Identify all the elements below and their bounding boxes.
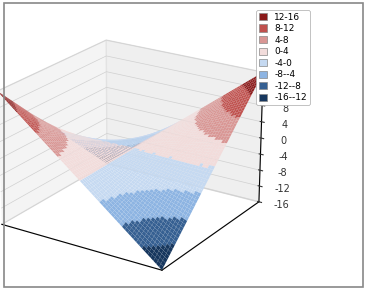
Legend: 12-16, 8-12, 4-8, 0-4, -4-0, -8--4, -12--8, -16--12: 12-16, 8-12, 4-8, 0-4, -4-0, -8--4, -12-… bbox=[256, 10, 310, 105]
